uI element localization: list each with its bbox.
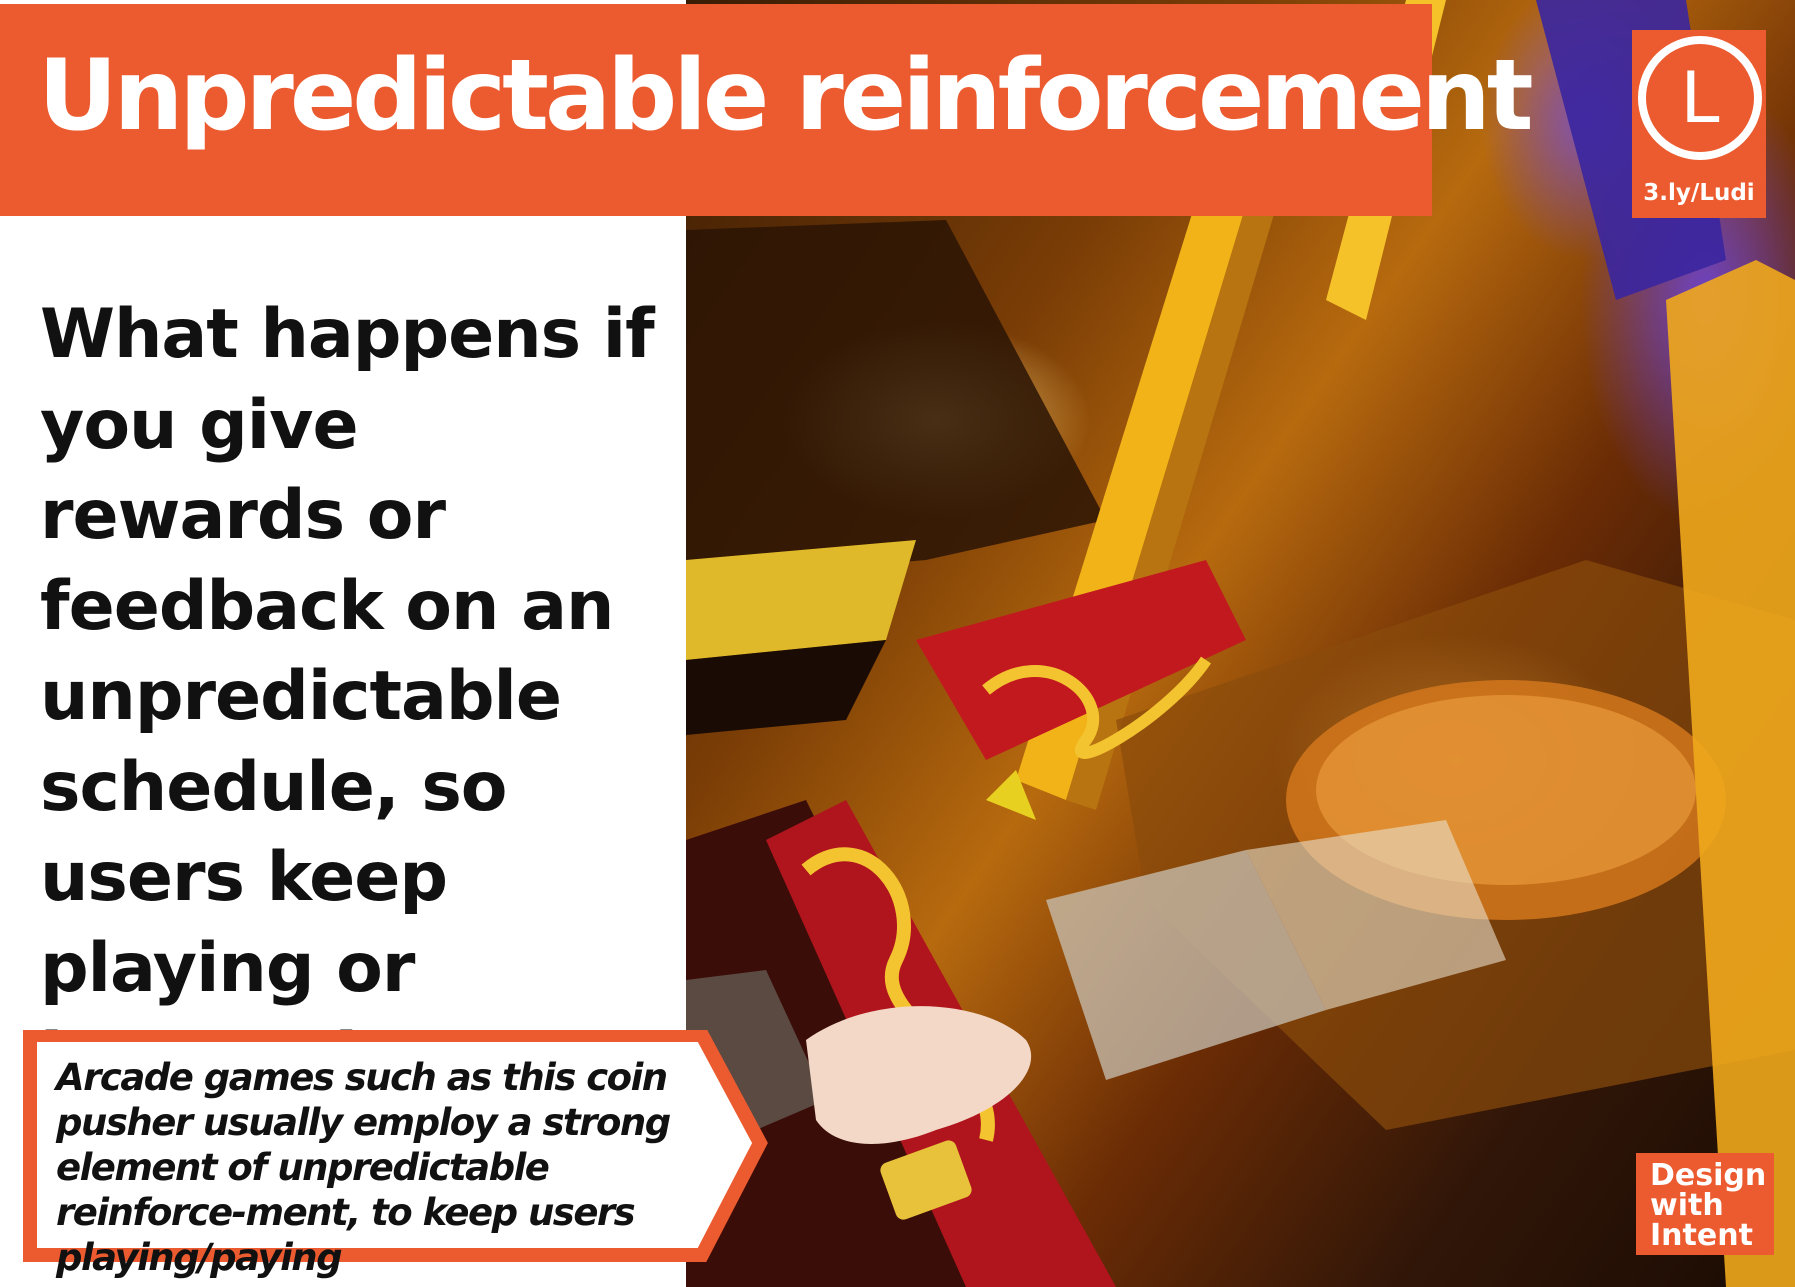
- ludic-badge: L 3.ly/Ludi: [1632, 30, 1766, 218]
- design-with-intent-logo: Design with Intent: [1636, 1153, 1774, 1255]
- coin-pusher-illustration: [686, 0, 1795, 1287]
- photo-caption: Arcade games such as this coin pusher us…: [56, 1056, 671, 1279]
- page-title: Unpredictable reinforcement: [38, 39, 1534, 153]
- design-question: What happens if you give rewards or feed…: [40, 295, 655, 1098]
- caption-arrow-frame: [23, 1030, 768, 1262]
- badge-link-text: 3.ly/Ludi: [1643, 180, 1755, 206]
- badge-letter: L: [1638, 36, 1762, 160]
- logo-line-3: Intent: [1650, 1218, 1753, 1253]
- title-banner: Unpredictable reinforcement: [0, 4, 1534, 216]
- logo-line-2: with: [1650, 1188, 1724, 1223]
- logo-line-1: Design: [1650, 1158, 1767, 1193]
